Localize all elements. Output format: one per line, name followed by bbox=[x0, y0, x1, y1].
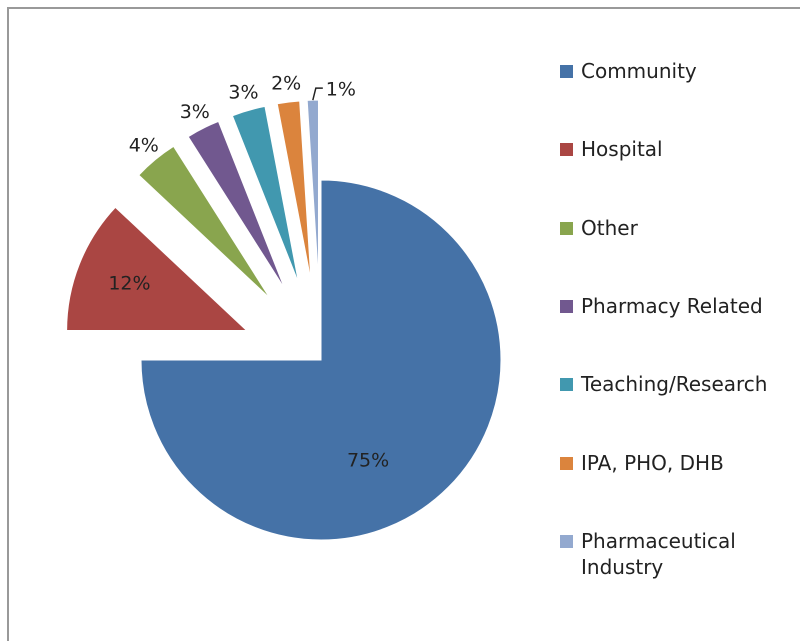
data-label: 2% bbox=[271, 73, 301, 95]
legend-swatch bbox=[560, 534, 573, 548]
legend-item: Pharmaceutical Industry bbox=[560, 528, 771, 580]
leader-line bbox=[312, 87, 323, 101]
legend-label: Hospital bbox=[581, 137, 663, 162]
data-label: 12% bbox=[108, 273, 150, 295]
legend-label: Pharmaceutical Industry bbox=[581, 528, 736, 579]
frame bbox=[7, 7, 800, 641]
legend-item: Pharmacy Related bbox=[560, 293, 771, 319]
data-label: 1% bbox=[326, 79, 356, 101]
pie-slice bbox=[231, 105, 300, 284]
data-label: 3% bbox=[180, 101, 210, 123]
legend-item: Community bbox=[560, 58, 771, 84]
legend-label: Other bbox=[581, 215, 638, 240]
data-label: 3% bbox=[228, 82, 258, 104]
legend-swatch bbox=[560, 456, 573, 470]
legend-swatch bbox=[560, 299, 573, 313]
pie-slice bbox=[276, 100, 312, 281]
legend-swatch bbox=[560, 65, 573, 78]
legend-item: IPA, PHO, DHB bbox=[560, 450, 771, 476]
data-label: 75% bbox=[347, 450, 389, 472]
legend-swatch bbox=[560, 221, 573, 235]
pie-slice bbox=[138, 145, 271, 299]
legend-label: Teaching/Research bbox=[581, 372, 768, 397]
pie-slice bbox=[66, 206, 248, 332]
pie-slice bbox=[140, 179, 502, 541]
legend-item: Other bbox=[560, 215, 771, 241]
pie-slice bbox=[187, 120, 286, 289]
legend-item: Teaching/Research bbox=[560, 371, 771, 397]
legend-label: Community bbox=[581, 59, 697, 83]
legend-swatch bbox=[560, 143, 573, 157]
legend-item: Hospital bbox=[560, 136, 771, 162]
legend-swatch bbox=[560, 378, 573, 392]
data-label: 4% bbox=[129, 134, 159, 156]
legend-label: Pharmacy Related bbox=[581, 293, 763, 318]
legend-label: IPA, PHO, DHB bbox=[581, 450, 724, 475]
